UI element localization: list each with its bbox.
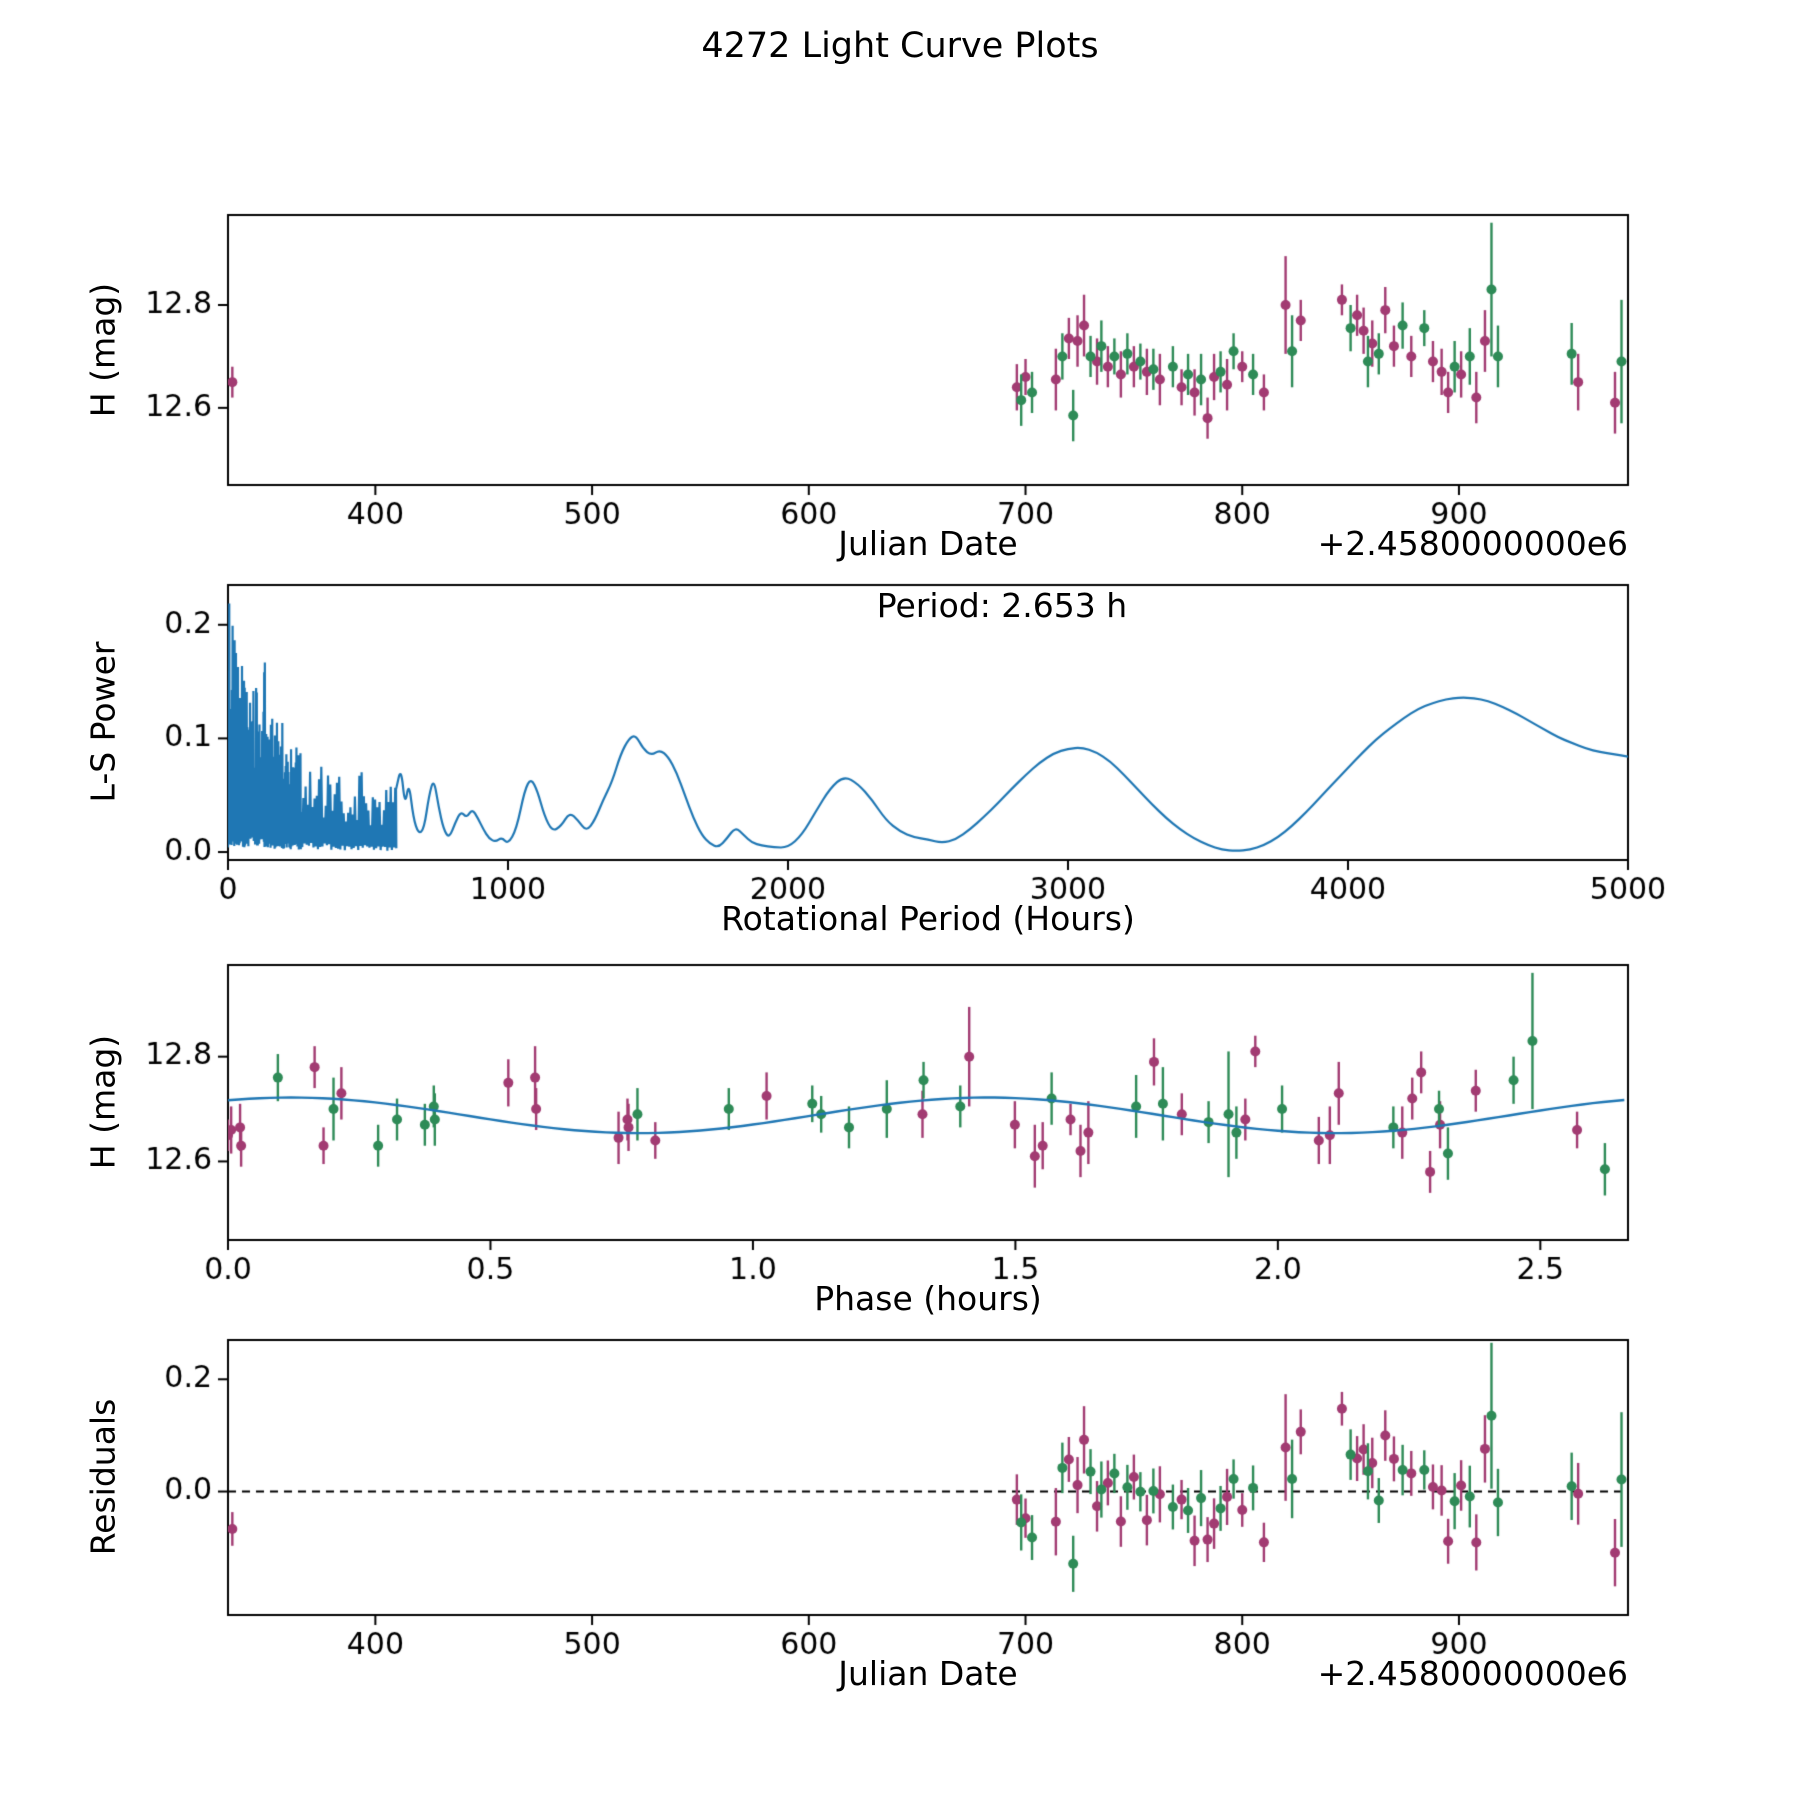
- panel2-xlabel: Rotational Period (Hours): [721, 899, 1135, 938]
- figure-title: 4272 Light Curve Plots: [701, 26, 1099, 66]
- panel3-xlabel: Phase (hours): [814, 1279, 1042, 1318]
- panel2-ylabel: L-S Power: [83, 641, 123, 803]
- panel1-ylabel: H (mag): [83, 282, 123, 418]
- period-annotation: Period: 2.653 h: [876, 586, 1128, 625]
- panel4-x-offset-label: +2.4580000000e6: [1317, 1654, 1628, 1693]
- panel1-xlabel: Julian Date: [838, 524, 1018, 563]
- panel4-xlabel: Julian Date: [838, 1654, 1018, 1693]
- panel4-ylabel: Residuals: [83, 1398, 123, 1556]
- panel3-ylabel: H (mag): [83, 1034, 123, 1170]
- panel1-x-offset-label: +2.4580000000e6: [1317, 524, 1628, 563]
